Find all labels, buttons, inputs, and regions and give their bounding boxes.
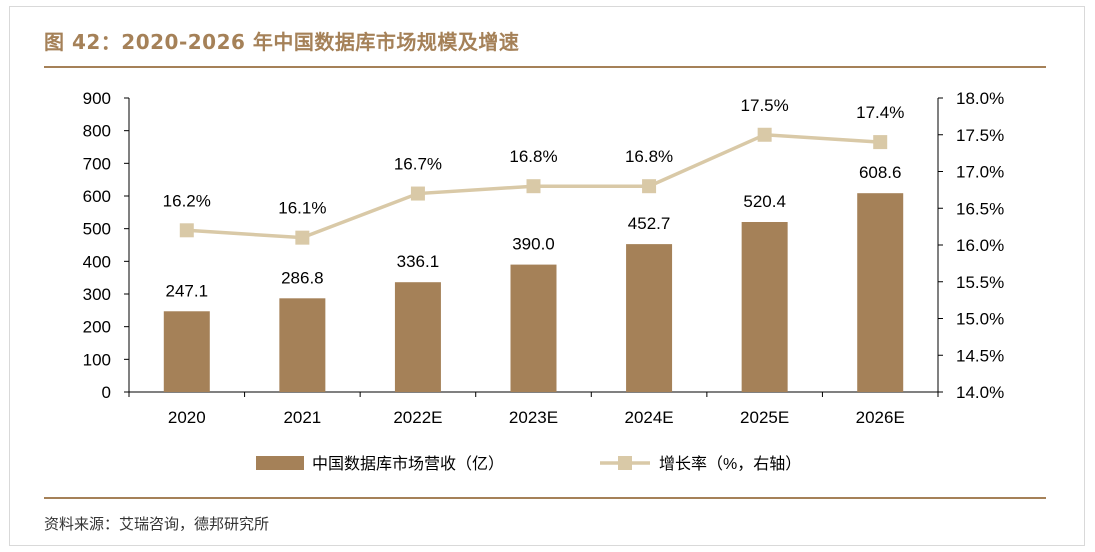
y-left-tick-label: 500: [83, 220, 111, 239]
x-tick-label: 2021: [283, 408, 321, 427]
y-right-tick-label: 15.5%: [956, 273, 1004, 292]
growth-marker: [179, 223, 194, 238]
growth-value-label: 16.1%: [278, 199, 326, 218]
y-left-tick-label: 800: [83, 122, 111, 141]
growth-marker: [642, 179, 657, 194]
bar: [857, 193, 904, 392]
y-right-tick-label: 14.0%: [956, 383, 1004, 402]
growth-value-label: 16.8%: [625, 147, 673, 166]
growth-value-label: 16.2%: [163, 191, 211, 210]
bar: [394, 282, 441, 392]
x-tick-label: 2025E: [740, 408, 789, 427]
y-right-tick-label: 17.5%: [956, 126, 1004, 145]
growth-value-label: 16.8%: [509, 147, 557, 166]
x-tick-label: 2023E: [509, 408, 558, 427]
legend-line-label: 增长率（%，右轴）: [659, 455, 801, 473]
growth-marker: [873, 135, 888, 150]
bar-value-label: 452.7: [628, 214, 671, 233]
growth-marker: [295, 230, 310, 245]
y-right-tick-label: 15.0%: [956, 310, 1004, 329]
growth-marker: [410, 186, 425, 201]
bar: [279, 298, 326, 392]
y-left-tick-label: 300: [83, 285, 111, 304]
bar-value-label: 286.8: [281, 268, 324, 287]
growth-value-label: 16.7%: [394, 155, 442, 174]
y-left-tick-label: 700: [83, 154, 111, 173]
legend-bar-swatch: [256, 456, 304, 470]
legend-bar-label: 中国数据库市场营收（亿）: [312, 455, 504, 473]
growth-value-label: 17.4%: [856, 103, 904, 122]
growth-marker: [526, 179, 541, 194]
growth-marker: [757, 127, 772, 142]
source-note: 资料来源：艾瑞咨询，德邦研究所: [44, 515, 270, 533]
chart-frame: [9, 6, 1085, 546]
x-tick-label: 2022E: [393, 408, 442, 427]
bar-value-label: 336.1: [397, 252, 440, 271]
y-right-tick-label: 16.5%: [956, 199, 1004, 218]
bar-value-label: 520.4: [743, 192, 786, 211]
bar-value-label: 608.6: [859, 163, 902, 182]
title-divider: [44, 66, 1046, 68]
x-tick-label: 2020: [168, 408, 206, 427]
bar: [626, 244, 673, 392]
y-right-tick-label: 16.0%: [956, 236, 1004, 255]
bar: [510, 264, 557, 392]
y-left-tick-label: 0: [102, 383, 111, 402]
x-tick-label: 2024E: [624, 408, 673, 427]
bar-value-label: 390.0: [512, 235, 555, 254]
y-left-tick-label: 400: [83, 252, 111, 271]
bar: [741, 222, 788, 392]
y-left-tick-label: 900: [83, 89, 111, 108]
growth-value-label: 17.5%: [741, 96, 789, 115]
chart-title: 图 42：2020-2026 年中国数据库市场规模及增速: [44, 30, 520, 54]
y-right-tick-label: 18.0%: [956, 89, 1004, 108]
y-left-tick-label: 600: [83, 187, 111, 206]
y-right-tick-label: 14.5%: [956, 346, 1004, 365]
source-divider: [44, 497, 1046, 499]
y-right-tick-label: 17.0%: [956, 163, 1004, 182]
bar-value-label: 247.1: [166, 281, 209, 300]
bar: [163, 311, 210, 392]
y-left-tick-label: 100: [83, 350, 111, 369]
legend-line-marker: [618, 456, 632, 470]
x-tick-label: 2026E: [856, 408, 905, 427]
y-left-tick-label: 200: [83, 318, 111, 337]
